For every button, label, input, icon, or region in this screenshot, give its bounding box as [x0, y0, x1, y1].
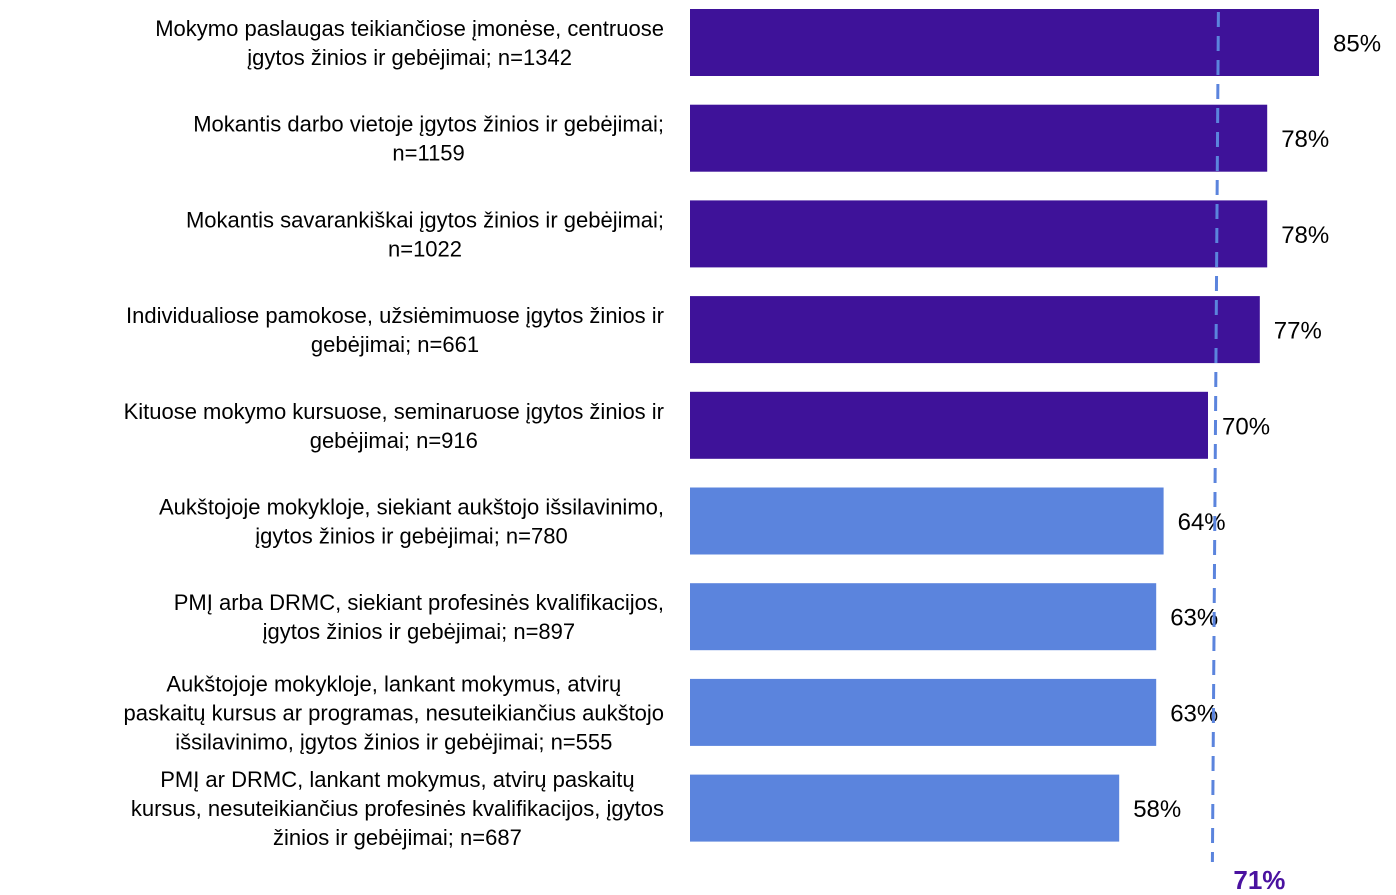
category-labels: Mokymo paslaugas teikiančiose įmonėse, c…	[124, 16, 665, 850]
category-label-line: Mokantis darbo vietoje įgytos žinios ir …	[193, 112, 664, 137]
category-label-1: Mokymo paslaugas teikiančiose įmonėse, c…	[155, 16, 664, 70]
category-label-line: Mokantis savarankiškai įgytos žinios ir …	[186, 207, 664, 232]
category-label-line: kursus, nesuteikiančius profesinės kvali…	[131, 796, 664, 821]
bar-4	[690, 296, 1260, 364]
value-label-7: 63%	[1170, 605, 1218, 632]
category-label-line: PMĮ arba DRMC, siekiant profesinės kvali…	[174, 590, 664, 615]
category-label-line: Mokymo paslaugas teikiančiose įmonėse, c…	[155, 16, 664, 41]
bars	[690, 9, 1319, 842]
category-label-line: paskaitų kursus ar programas, nesuteikia…	[124, 700, 665, 725]
bar-2	[690, 104, 1268, 172]
bar-6	[690, 487, 1164, 555]
value-label-5: 70%	[1222, 413, 1270, 440]
category-label-line: Aukštojoje mokykloje, siekiant aukštojo …	[159, 495, 664, 520]
category-label-line: įgytos žinios ir gebėjimai; n=780	[255, 524, 567, 549]
value-label-2: 78%	[1281, 126, 1329, 153]
category-label-line: Individualiose pamokose, užsiėmimuose įg…	[126, 303, 664, 328]
value-label-6: 64%	[1178, 509, 1226, 536]
bar-5	[690, 391, 1208, 459]
category-label-8: Aukštojoje mokykloje, lankant mokymus, a…	[124, 671, 665, 754]
value-label-3: 78%	[1281, 222, 1329, 249]
category-label-line: Aukštojoje mokykloje, lankant mokymus, a…	[166, 671, 621, 696]
category-label-2: Mokantis darbo vietoje įgytos žinios ir …	[193, 112, 664, 166]
category-label-line: įgytos žinios ir gebėjimai; n=1342	[247, 45, 572, 70]
category-label-line: žinios ir gebėjimai; n=687	[273, 825, 522, 850]
value-label-1: 85%	[1333, 31, 1381, 58]
value-label-4: 77%	[1274, 318, 1322, 345]
value-label-8: 63%	[1170, 700, 1218, 727]
category-label-line: n=1159	[392, 141, 464, 166]
bar-1	[690, 9, 1319, 76]
category-label-3: Mokantis savarankiškai įgytos žinios ir …	[186, 207, 664, 261]
value-labels: 85% 78% 78% 77% 70% 64% 63% 63% 58%	[1133, 31, 1381, 824]
category-label-line: išsilavinimo, įgytos žinios ir gebėjimai…	[175, 729, 612, 754]
reference-line-group: 71%	[1210, 11, 1285, 895]
category-label-4: Individualiose pamokose, užsiėmimuose įg…	[126, 303, 664, 357]
category-label-9: PMĮ ar DRMC, lankant mokymus, atvirų pas…	[131, 767, 664, 850]
bar-7	[690, 583, 1157, 651]
category-label-line: Kituose mokymo kursuose, seminaruose įgy…	[124, 399, 664, 424]
category-label-6: Aukštojoje mokykloje, siekiant aukštojo …	[159, 495, 664, 549]
category-label-line: gebėjimai; n=661	[311, 332, 479, 357]
category-label-5: Kituose mokymo kursuose, seminaruose įgy…	[124, 399, 664, 453]
bar-8	[690, 678, 1157, 746]
category-label-line: n=1022	[388, 236, 462, 261]
reference-line-label: 71%	[1233, 865, 1285, 895]
reference-line	[1210, 11, 1220, 863]
category-label-7: PMĮ arba DRMC, siekiant profesinės kvali…	[174, 590, 664, 644]
value-label-9: 58%	[1133, 796, 1181, 823]
bar-3	[690, 200, 1268, 268]
bar-9	[690, 774, 1120, 842]
category-label-line: PMĮ ar DRMC, lankant mokymus, atvirų pas…	[160, 767, 634, 792]
category-label-line: gebėjimai; n=916	[310, 428, 478, 453]
category-label-line: įgytos žinios ir gebėjimai; n=897	[263, 619, 575, 644]
